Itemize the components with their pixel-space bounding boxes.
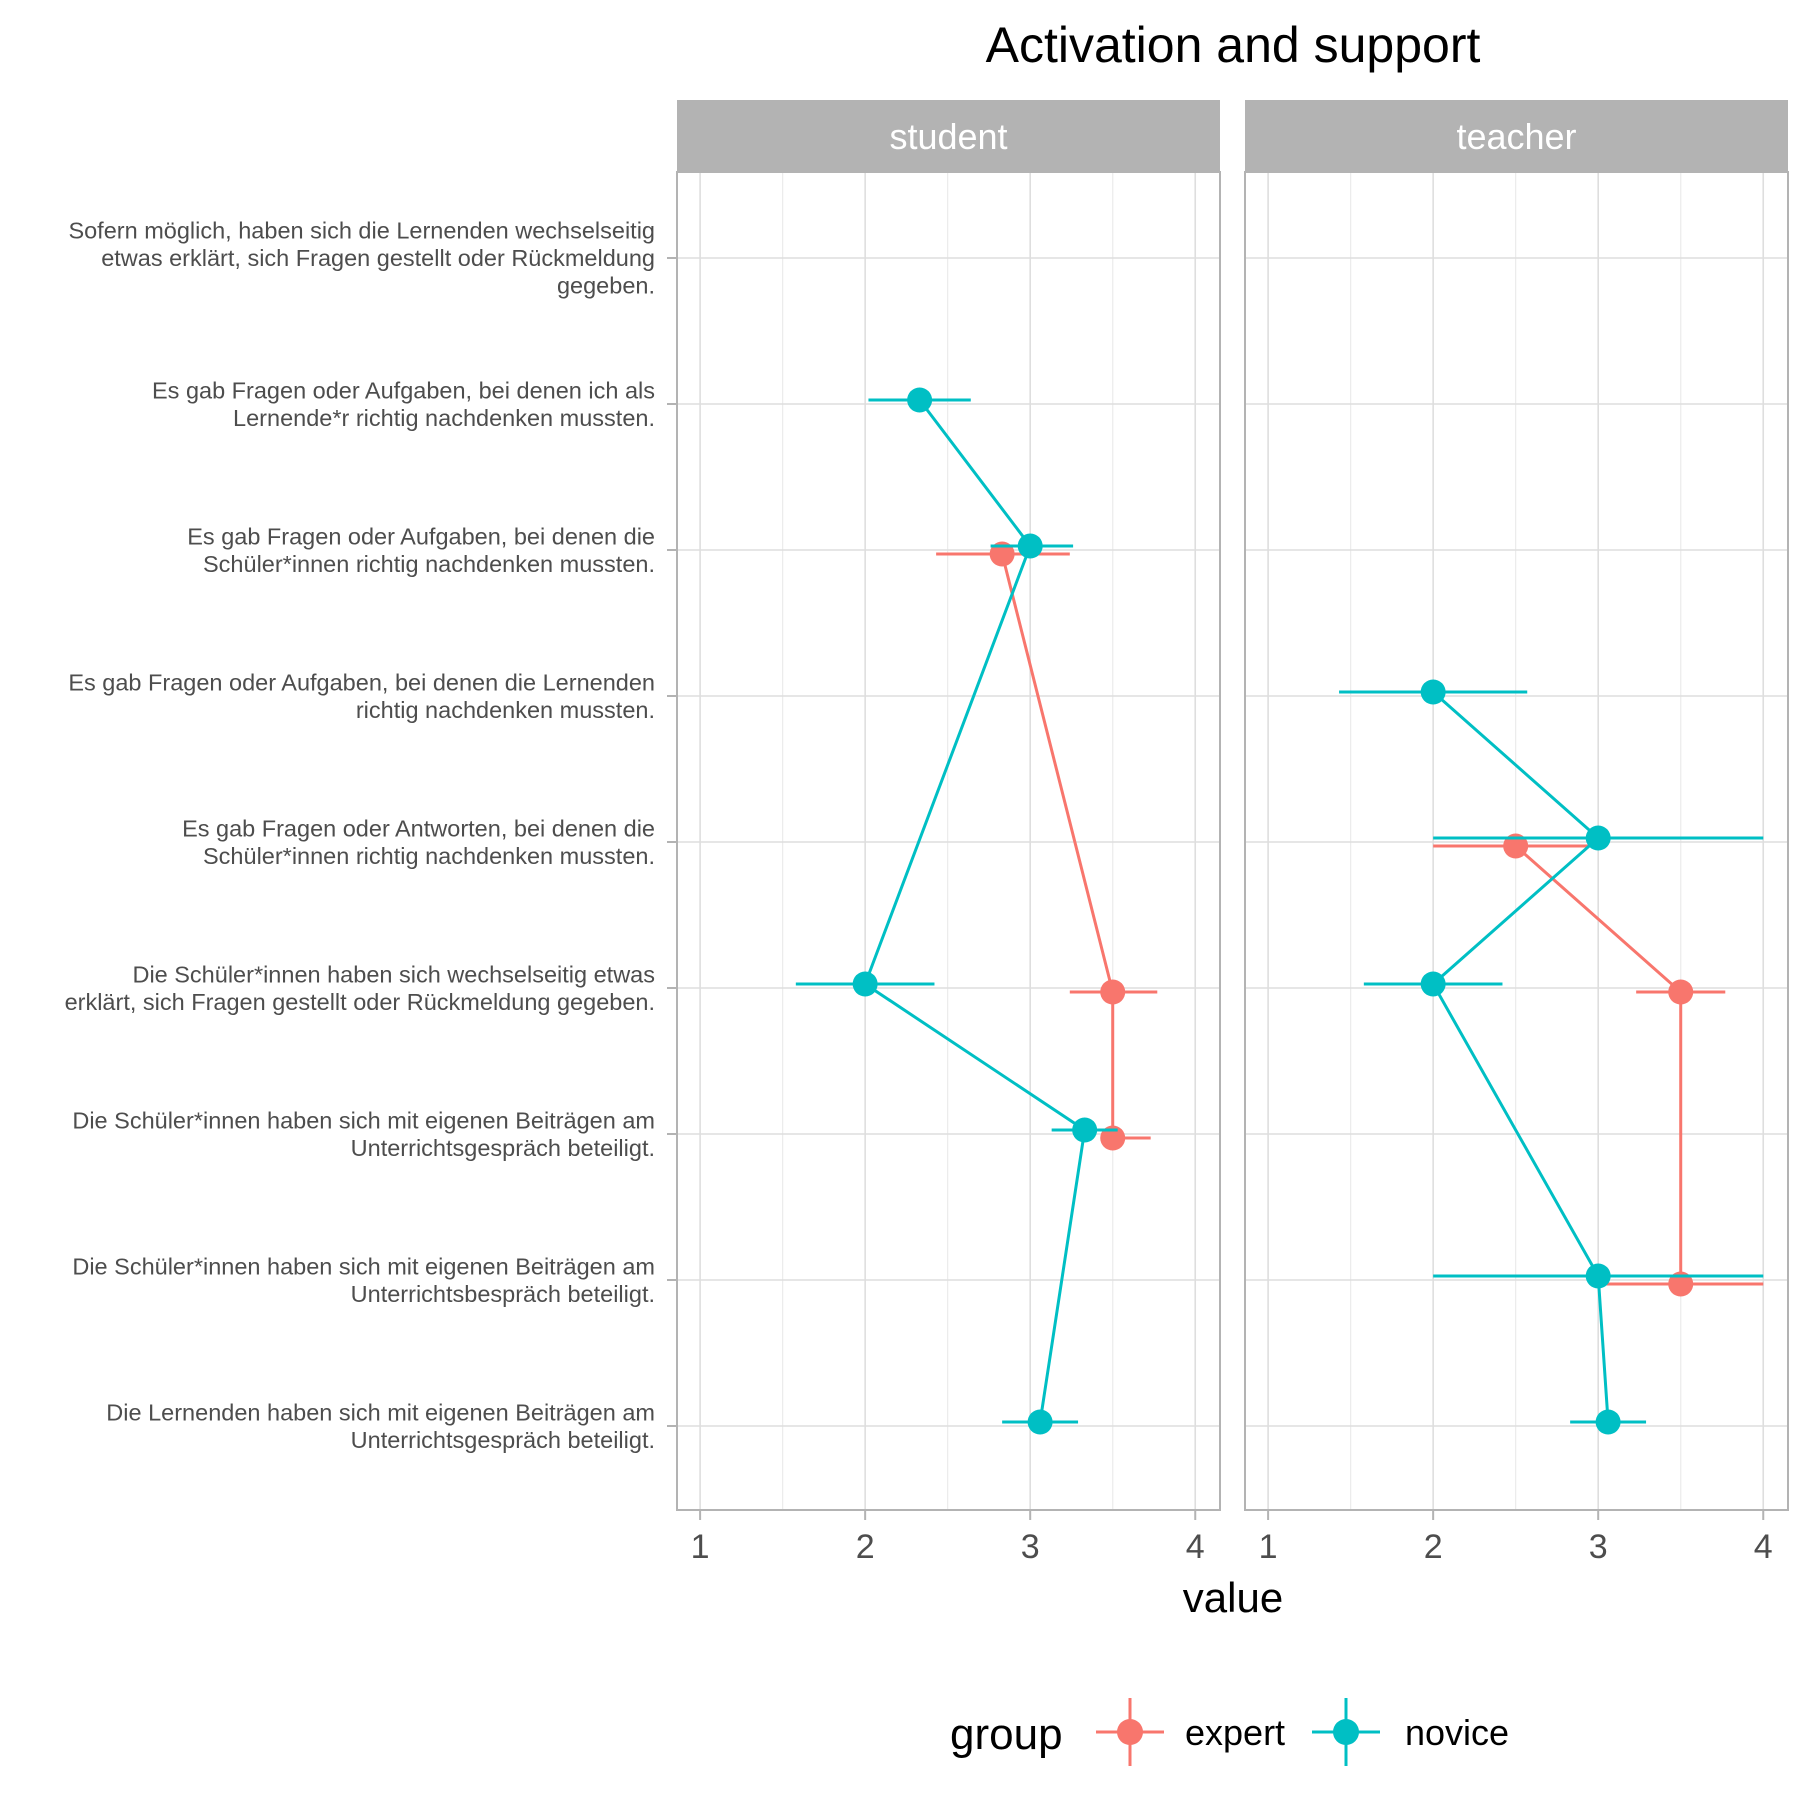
data-point bbox=[1420, 679, 1446, 705]
category-label-line: Die Schüler*innen haben sich mit eigenen… bbox=[72, 1253, 655, 1279]
data-point bbox=[1100, 1125, 1126, 1151]
category-label: Es gab Fragen oder Aufgaben, bei denen i… bbox=[152, 377, 655, 431]
category-label-line: richtig nachdenken mussten. bbox=[356, 697, 655, 723]
category-label: Es gab Fragen oder Antworten, bei denen … bbox=[182, 815, 655, 869]
series-line bbox=[1000, 553, 1115, 1138]
x-tick-label: 1 bbox=[1259, 1528, 1278, 1566]
series-student-expert bbox=[936, 541, 1158, 1151]
category-label-line: Lernende*r richtig nachdenken mussten. bbox=[233, 405, 655, 431]
panel-teacher: teacher 1 2 3 4 bbox=[1244, 100, 1789, 1566]
category-label: Die Schüler*innen haben sich mit eigenen… bbox=[72, 1253, 655, 1307]
category-label-line: Die Lernenden haben sich mit eigenen Bei… bbox=[106, 1399, 655, 1425]
data-point bbox=[852, 971, 878, 997]
legend-key-point bbox=[1117, 1719, 1143, 1745]
category-labels: Sofern möglich, haben sich die Lernenden… bbox=[65, 218, 677, 1453]
panel-border bbox=[676, 171, 1221, 1511]
chart-title: Activation and support bbox=[986, 17, 1481, 73]
category-label-line: Es gab Fragen oder Aufgaben, bei denen d… bbox=[187, 523, 655, 549]
category-label: Die Lernenden haben sich mit eigenen Bei… bbox=[106, 1399, 655, 1453]
panel-student: student 1 2 3 4 bbox=[676, 100, 1221, 1566]
data-point bbox=[1668, 1271, 1694, 1297]
x-axis-label: value bbox=[1183, 1574, 1283, 1621]
data-point bbox=[1585, 1263, 1611, 1289]
series-student-novice bbox=[795, 387, 1118, 1435]
category-label-line: Schüler*innen richtig nachdenken mussten… bbox=[203, 551, 655, 577]
data-point bbox=[907, 387, 933, 413]
x-tick-label: 1 bbox=[691, 1528, 710, 1566]
panels-layer: student 1 2 3 4 teacher 1 2 3 4 bbox=[676, 100, 1789, 1566]
x-tick-label: 2 bbox=[1424, 1528, 1443, 1566]
category-label-line: Unterrichtsbespräch beteiligt. bbox=[351, 1281, 655, 1307]
legend-entry-label: expert bbox=[1185, 1712, 1285, 1753]
legend: group expert novice bbox=[950, 1698, 1509, 1766]
category-label-line: Sofern möglich, haben sich die Lernenden… bbox=[68, 218, 655, 244]
series-line bbox=[1431, 690, 1610, 1423]
data-point bbox=[1420, 971, 1446, 997]
category-label-line: Es gab Fragen oder Antworten, bei denen … bbox=[182, 815, 655, 841]
legend-key-expert bbox=[1096, 1698, 1164, 1766]
panel-strip-student bbox=[677, 100, 1220, 172]
data-point bbox=[1668, 979, 1694, 1005]
category-label-line: gegeben. bbox=[557, 273, 655, 299]
category-label-line: Es gab Fragen oder Aufgaben, bei denen i… bbox=[152, 377, 655, 403]
panel-strip-label: student bbox=[889, 116, 1007, 157]
category-label: Die Schüler*innen haben sich wechselseit… bbox=[65, 961, 655, 1015]
category-label-line: Die Schüler*innen haben sich wechselseit… bbox=[132, 961, 655, 987]
series-teacher-expert bbox=[1433, 833, 1764, 1297]
data-point bbox=[1027, 1409, 1053, 1435]
panel-strip-teacher bbox=[1245, 100, 1788, 172]
category-label-line: Unterrichtsgespräch beteiligt. bbox=[351, 1135, 655, 1161]
data-point bbox=[989, 541, 1015, 567]
category-label-line: Unterrichtsgespräch beteiligt. bbox=[351, 1427, 655, 1453]
panel-border bbox=[1244, 171, 1789, 1511]
data-point bbox=[1100, 979, 1126, 1005]
data-point bbox=[1503, 833, 1529, 859]
x-tick-label: 3 bbox=[1589, 1528, 1608, 1566]
data-point bbox=[1585, 825, 1611, 851]
category-label: Es gab Fragen oder Aufgaben, bei denen d… bbox=[187, 523, 655, 577]
data-point bbox=[1072, 1117, 1098, 1143]
category-label-line: Es gab Fragen oder Aufgaben, bei denen d… bbox=[68, 669, 655, 695]
series-teacher-novice bbox=[1339, 679, 1764, 1435]
x-tick-label: 4 bbox=[1754, 1528, 1773, 1566]
legend-key-novice bbox=[1312, 1698, 1380, 1766]
legend-entry-label: novice bbox=[1405, 1712, 1509, 1753]
category-label: Sofern möglich, haben sich die Lernenden… bbox=[68, 218, 655, 299]
category-label-line: erklärt, sich Fragen gestellt oder Rückm… bbox=[65, 989, 655, 1015]
legend-key-point bbox=[1333, 1719, 1359, 1745]
category-label: Die Schüler*innen haben sich mit eigenen… bbox=[72, 1107, 655, 1161]
x-tick-label: 2 bbox=[856, 1528, 875, 1566]
category-label-line: Die Schüler*innen haben sich mit eigenen… bbox=[72, 1107, 655, 1133]
x-tick-label: 4 bbox=[1186, 1528, 1205, 1566]
data-point bbox=[1017, 533, 1043, 559]
category-label-line: etwas erklärt, sich Fragen gestellt oder… bbox=[101, 245, 655, 271]
legend-title: group bbox=[950, 1710, 1063, 1759]
category-label: Es gab Fragen oder Aufgaben, bei denen d… bbox=[68, 669, 655, 723]
x-tick-label: 3 bbox=[1021, 1528, 1040, 1566]
data-point bbox=[1595, 1409, 1621, 1435]
category-label-line: Schüler*innen richtig nachdenken mussten… bbox=[203, 843, 655, 869]
panel-strip-label: teacher bbox=[1456, 116, 1576, 157]
